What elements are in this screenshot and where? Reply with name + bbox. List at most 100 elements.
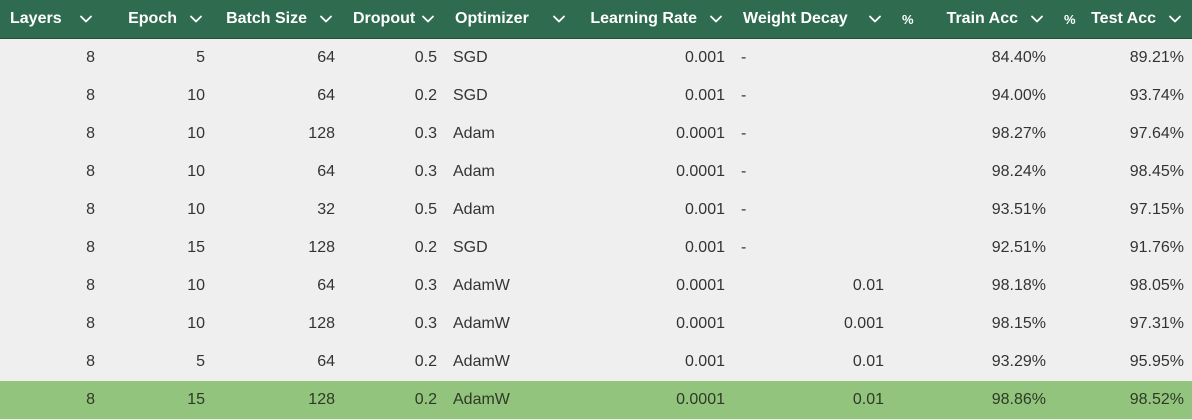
chevron-down-icon[interactable] [1030, 12, 1044, 26]
cell-optimizer: AdamW [453, 315, 510, 332]
column-header-dropout[interactable]: Dropout [343, 0, 445, 38]
column-header-label: Optimizer [455, 10, 529, 27]
cell-batch: 64 [317, 277, 335, 294]
cell-dropout: 0.5 [414, 201, 437, 218]
table-row[interactable]: 8 10 32 0.5 Adam 0.001- 93.51% 97.15% [0, 191, 1192, 229]
cell-test: 93.74% [1129, 87, 1184, 104]
cell-wd: - [741, 125, 747, 142]
cell-lr: 0.001 [684, 239, 725, 256]
cell-lr: 0.0001 [676, 315, 725, 332]
cell-test: 89.21% [1129, 49, 1184, 66]
cell-layers: 8 [86, 49, 95, 66]
cell-wd: - [741, 87, 747, 104]
cell-optimizer: AdamW [453, 277, 510, 294]
cell-optimizer: AdamW [453, 391, 510, 408]
cell-lr: 0.0001 [676, 391, 725, 408]
cell-wd: 0.01 [852, 353, 884, 370]
table-row[interactable]: 8 10 64 0.3 AdamW 0.0001 0.01 98.18% 98.05% [0, 267, 1192, 305]
chevron-down-icon[interactable] [421, 12, 435, 26]
cell-layers: 8 [86, 239, 95, 256]
chevron-down-icon[interactable] [868, 12, 882, 26]
column-header-test-acc[interactable]: % Test Acc [1054, 0, 1192, 38]
cell-dropout: 0.2 [414, 239, 437, 256]
table-row[interactable]: 8 5 64 0.5 SGD 0.001- 84.40% 89.21% [0, 39, 1192, 77]
cell-epoch: 10 [187, 315, 205, 332]
column-header-weight-decay[interactable]: Weight Decay [733, 0, 892, 38]
table-row[interactable]: 8 5 64 0.2 AdamW 0.001 0.01 93.29% 95.95% [0, 343, 1192, 381]
cell-lr: 0.001 [684, 353, 725, 370]
cell-train: 98.86% [991, 391, 1046, 408]
cell-batch: 32 [317, 201, 335, 218]
cell-test: 97.15% [1129, 201, 1184, 218]
cell-layers: 8 [86, 315, 95, 332]
cell-test: 97.31% [1129, 315, 1184, 332]
cell-layers: 8 [86, 163, 95, 180]
cell-batch: 64 [317, 87, 335, 104]
cell-lr: 0.0001 [676, 277, 725, 294]
cell-batch: 128 [308, 125, 335, 142]
cell-optimizer: Adam [453, 125, 495, 142]
cell-dropout: 0.3 [414, 277, 437, 294]
cell-epoch: 15 [187, 239, 205, 256]
cell-epoch: 5 [196, 353, 205, 370]
column-header-batch-size[interactable]: Batch Size [213, 0, 343, 38]
cell-wd: 0.01 [852, 391, 884, 408]
cell-test: 97.64% [1129, 125, 1184, 142]
cell-epoch: 10 [187, 87, 205, 104]
cell-lr: 0.0001 [676, 125, 725, 142]
cell-dropout: 0.2 [414, 353, 437, 370]
table-row[interactable]: 8 10 128 0.3 AdamW 0.0001 0.001 98.15% 97.31% [0, 305, 1192, 343]
chevron-down-icon[interactable] [79, 12, 93, 26]
chevron-down-icon[interactable] [319, 12, 333, 26]
cell-wd: - [741, 163, 747, 180]
cell-batch: 64 [317, 353, 335, 370]
percent-format-indicator: % [902, 11, 914, 27]
column-header-layers[interactable]: Layers [0, 0, 103, 38]
cell-wd: - [741, 201, 747, 218]
cell-layers: 8 [86, 125, 95, 142]
cell-wd: - [741, 49, 747, 66]
cell-wd: 0.001 [843, 315, 884, 332]
cell-layers: 8 [86, 277, 95, 294]
cell-dropout: 0.5 [414, 49, 437, 66]
table-row[interactable]: 8 10 64 0.2 SGD 0.001- 94.00% 93.74% [0, 77, 1192, 115]
column-header-epoch[interactable]: Epoch [103, 0, 213, 38]
column-header-optimizer[interactable]: Optimizer [445, 0, 576, 38]
chevron-down-icon[interactable] [552, 12, 566, 26]
cell-lr: 0.001 [684, 201, 725, 218]
cell-batch: 64 [317, 163, 335, 180]
cell-optimizer: AdamW [453, 353, 510, 370]
cell-train: 98.15% [991, 315, 1046, 332]
column-header-learning-rate[interactable]: Learning Rate [576, 0, 733, 38]
cell-test: 98.52% [1129, 391, 1184, 408]
column-header-label: Learning Rate [590, 10, 697, 27]
cell-epoch: 10 [187, 201, 205, 218]
cell-train: 98.24% [991, 163, 1046, 180]
column-header-train-acc[interactable]: % Train Acc [892, 0, 1054, 38]
table-row[interactable]: 8 10 128 0.3 Adam 0.0001- 98.27% 97.64% [0, 115, 1192, 153]
cell-train: 98.27% [991, 125, 1046, 142]
column-header-label: Train Acc [946, 10, 1018, 27]
cell-test: 91.76% [1129, 239, 1184, 256]
cell-train: 98.18% [991, 277, 1046, 294]
table-row[interactable]: 8 15 128 0.2 AdamW 0.0001 0.01 98.86% 98.52% [0, 381, 1192, 419]
table-row[interactable]: 8 10 64 0.3 Adam 0.0001- 98.24% 98.45% [0, 153, 1192, 191]
cell-epoch: 10 [187, 125, 205, 142]
table-row[interactable]: 8 15 128 0.2 SGD 0.001- 92.51% 91.76% [0, 229, 1192, 267]
chevron-down-icon[interactable] [189, 12, 203, 26]
chevron-down-icon[interactable] [1168, 12, 1182, 26]
cell-optimizer: SGD [453, 87, 488, 104]
column-header-label: Dropout [353, 10, 416, 27]
cell-train: 94.00% [991, 87, 1046, 104]
cell-epoch: 10 [187, 277, 205, 294]
percent-format-indicator: % [1064, 11, 1076, 27]
column-header-label: Batch Size [226, 10, 307, 27]
cell-layers: 8 [86, 201, 95, 218]
cell-optimizer: SGD [453, 239, 488, 256]
cell-epoch: 5 [196, 49, 205, 66]
cell-layers: 8 [86, 391, 95, 408]
chevron-down-icon[interactable] [709, 12, 723, 26]
cell-wd: - [741, 239, 747, 256]
column-header-label: Test Acc [1091, 10, 1156, 27]
